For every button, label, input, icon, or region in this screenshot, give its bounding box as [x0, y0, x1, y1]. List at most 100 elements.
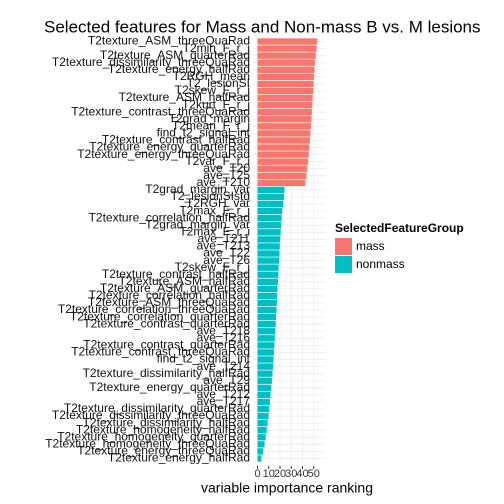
y-tick-label: T2texture_energy_quarterRad — [89, 380, 250, 394]
y-tick-label: T2mean_F_r_i — [172, 119, 250, 133]
bar — [257, 123, 311, 130]
y-tick-label: T2texture_energy_quarterRad — [89, 140, 250, 154]
bar — [257, 165, 308, 172]
x-tick-label: 20 — [274, 468, 286, 480]
y-tick-label: ave_T25 — [203, 168, 250, 182]
x-tick-label: 10 — [263, 468, 275, 480]
bar — [257, 441, 265, 448]
y-tick-label: ave_T210 — [197, 175, 251, 189]
y-tick-label: T2_lesionSIstd — [171, 189, 250, 203]
y-tick-label: T2texture_homogeneity_quarterRad — [57, 429, 250, 443]
bar — [257, 405, 270, 413]
bar — [257, 116, 312, 123]
y-tick-label: T2var_F_r_i — [185, 154, 250, 168]
y-tick-label: T2grad_margin_var — [145, 217, 250, 231]
y-tick-label: T2texture_dissimilarity_halfRad — [83, 415, 250, 429]
bar — [257, 236, 281, 243]
y-tick-label: T2texture_ASM_halfRad — [119, 274, 250, 288]
legend-swatch — [335, 256, 352, 273]
y-tick-label: T2texture_homogeneity_threeQuaRad — [45, 437, 250, 451]
bar — [257, 144, 310, 151]
x-tick-label: 40 — [296, 468, 308, 480]
bar — [257, 278, 278, 285]
y-tick-label: T2texture_contrast_threeQuaRad — [71, 345, 250, 359]
y-tick-label: T2texture_energy_halfRad — [108, 451, 250, 465]
legend-title: SelectedFeatureGroup — [335, 221, 464, 235]
bar — [257, 271, 279, 278]
y-tick-label: ave_T26 — [203, 253, 250, 267]
bar — [257, 257, 280, 264]
bar — [257, 243, 280, 250]
bar — [257, 87, 314, 95]
bar — [257, 264, 279, 271]
bar — [257, 384, 272, 391]
bar — [257, 73, 314, 81]
x-axis-label: variable importance ranking — [201, 480, 373, 496]
bar — [257, 179, 306, 187]
bar — [257, 455, 262, 462]
bar — [257, 292, 278, 300]
y-tick-label: T2texture_dissimilarity_halfRad — [83, 366, 250, 380]
bar — [257, 321, 276, 328]
y-tick-label: T2texture_contrast_threeQuaRad — [71, 104, 250, 118]
bar — [257, 101, 313, 109]
y-tick-label: T2texture_contrast_quarterRad — [83, 316, 250, 330]
bar — [257, 193, 284, 201]
bar — [257, 370, 273, 377]
bar — [257, 427, 267, 434]
bar — [257, 299, 277, 307]
y-tick-label: ave_T29 — [203, 373, 250, 387]
y-tick-label: T2texture_correlation_quarterRad — [70, 309, 250, 323]
y-tick-label: T2kurt_F_r_i — [182, 97, 250, 111]
y-tick-label: T2grad_margin_var — [145, 182, 250, 196]
y-tick-label: T2texture_contrast_halfRad — [102, 267, 250, 281]
bar — [257, 377, 272, 384]
bar — [257, 398, 270, 406]
bar — [257, 363, 274, 370]
bar — [257, 434, 266, 441]
y-tick-label: T2_lesionSI — [187, 76, 250, 90]
y-tick-label: ave_T216 — [197, 331, 251, 345]
bar — [257, 349, 274, 356]
y-tick-label: T2texture_energy_threeQuaRad — [77, 147, 250, 161]
bar — [257, 158, 309, 165]
y-tick-label: T2texture_ASM_quarterRad — [100, 48, 250, 62]
y-tick-label: T2grad_margin — [169, 111, 250, 125]
bar — [257, 448, 264, 455]
y-tick-label: ave_T22 — [203, 246, 250, 260]
bar — [257, 285, 278, 293]
bar — [257, 94, 313, 102]
legend-label: mass — [356, 239, 385, 253]
y-tick-label: ave_T217 — [197, 394, 251, 408]
y-tick-label: ave_T213 — [197, 239, 251, 253]
bar — [257, 250, 280, 257]
bar — [257, 229, 281, 236]
x-tick-label: 50 — [308, 468, 320, 480]
y-tick-label: ave_T20 — [203, 161, 250, 175]
y-tick-label: T2texture_correlation_halfRad — [89, 288, 250, 302]
bar — [257, 45, 317, 52]
x-tick-label: 30 — [285, 468, 297, 480]
bar — [257, 419, 268, 427]
bar — [257, 342, 275, 349]
legend-swatch — [335, 238, 352, 255]
y-tick-label: T2texture_correlation_halfRad — [89, 210, 250, 224]
y-tick-label: T2texture_correlation_threeQuaRad — [58, 302, 250, 316]
y-tick-label: find_t2_signal_int — [157, 126, 251, 140]
y-tick-label: T2texture_ASM_threeQuaRad — [88, 295, 250, 309]
y-tick-label: T2texture_ASM_quarterRad — [100, 281, 250, 295]
bar — [257, 335, 275, 342]
y-tick-label: T2texture_dissimilarity_threeQuaRad — [52, 408, 250, 422]
bar — [257, 207, 283, 215]
bar — [257, 306, 277, 314]
bar — [257, 59, 315, 66]
chart-title: Selected features for Mass and Non-mass … — [44, 17, 481, 36]
y-tick-label: T2RGH_var — [186, 196, 250, 210]
bar — [257, 200, 284, 208]
y-tick-label: T2texture_contrast_quarterRad — [83, 338, 250, 352]
bar — [257, 391, 271, 399]
y-tick-label: ave_T214 — [197, 359, 251, 373]
y-tick-label: T2texture_homogeneity_halfRad — [76, 422, 250, 436]
y-tick-label: ave_T218 — [197, 323, 251, 337]
y-tick-label: T2texture_ASM_halfRad — [119, 90, 250, 104]
